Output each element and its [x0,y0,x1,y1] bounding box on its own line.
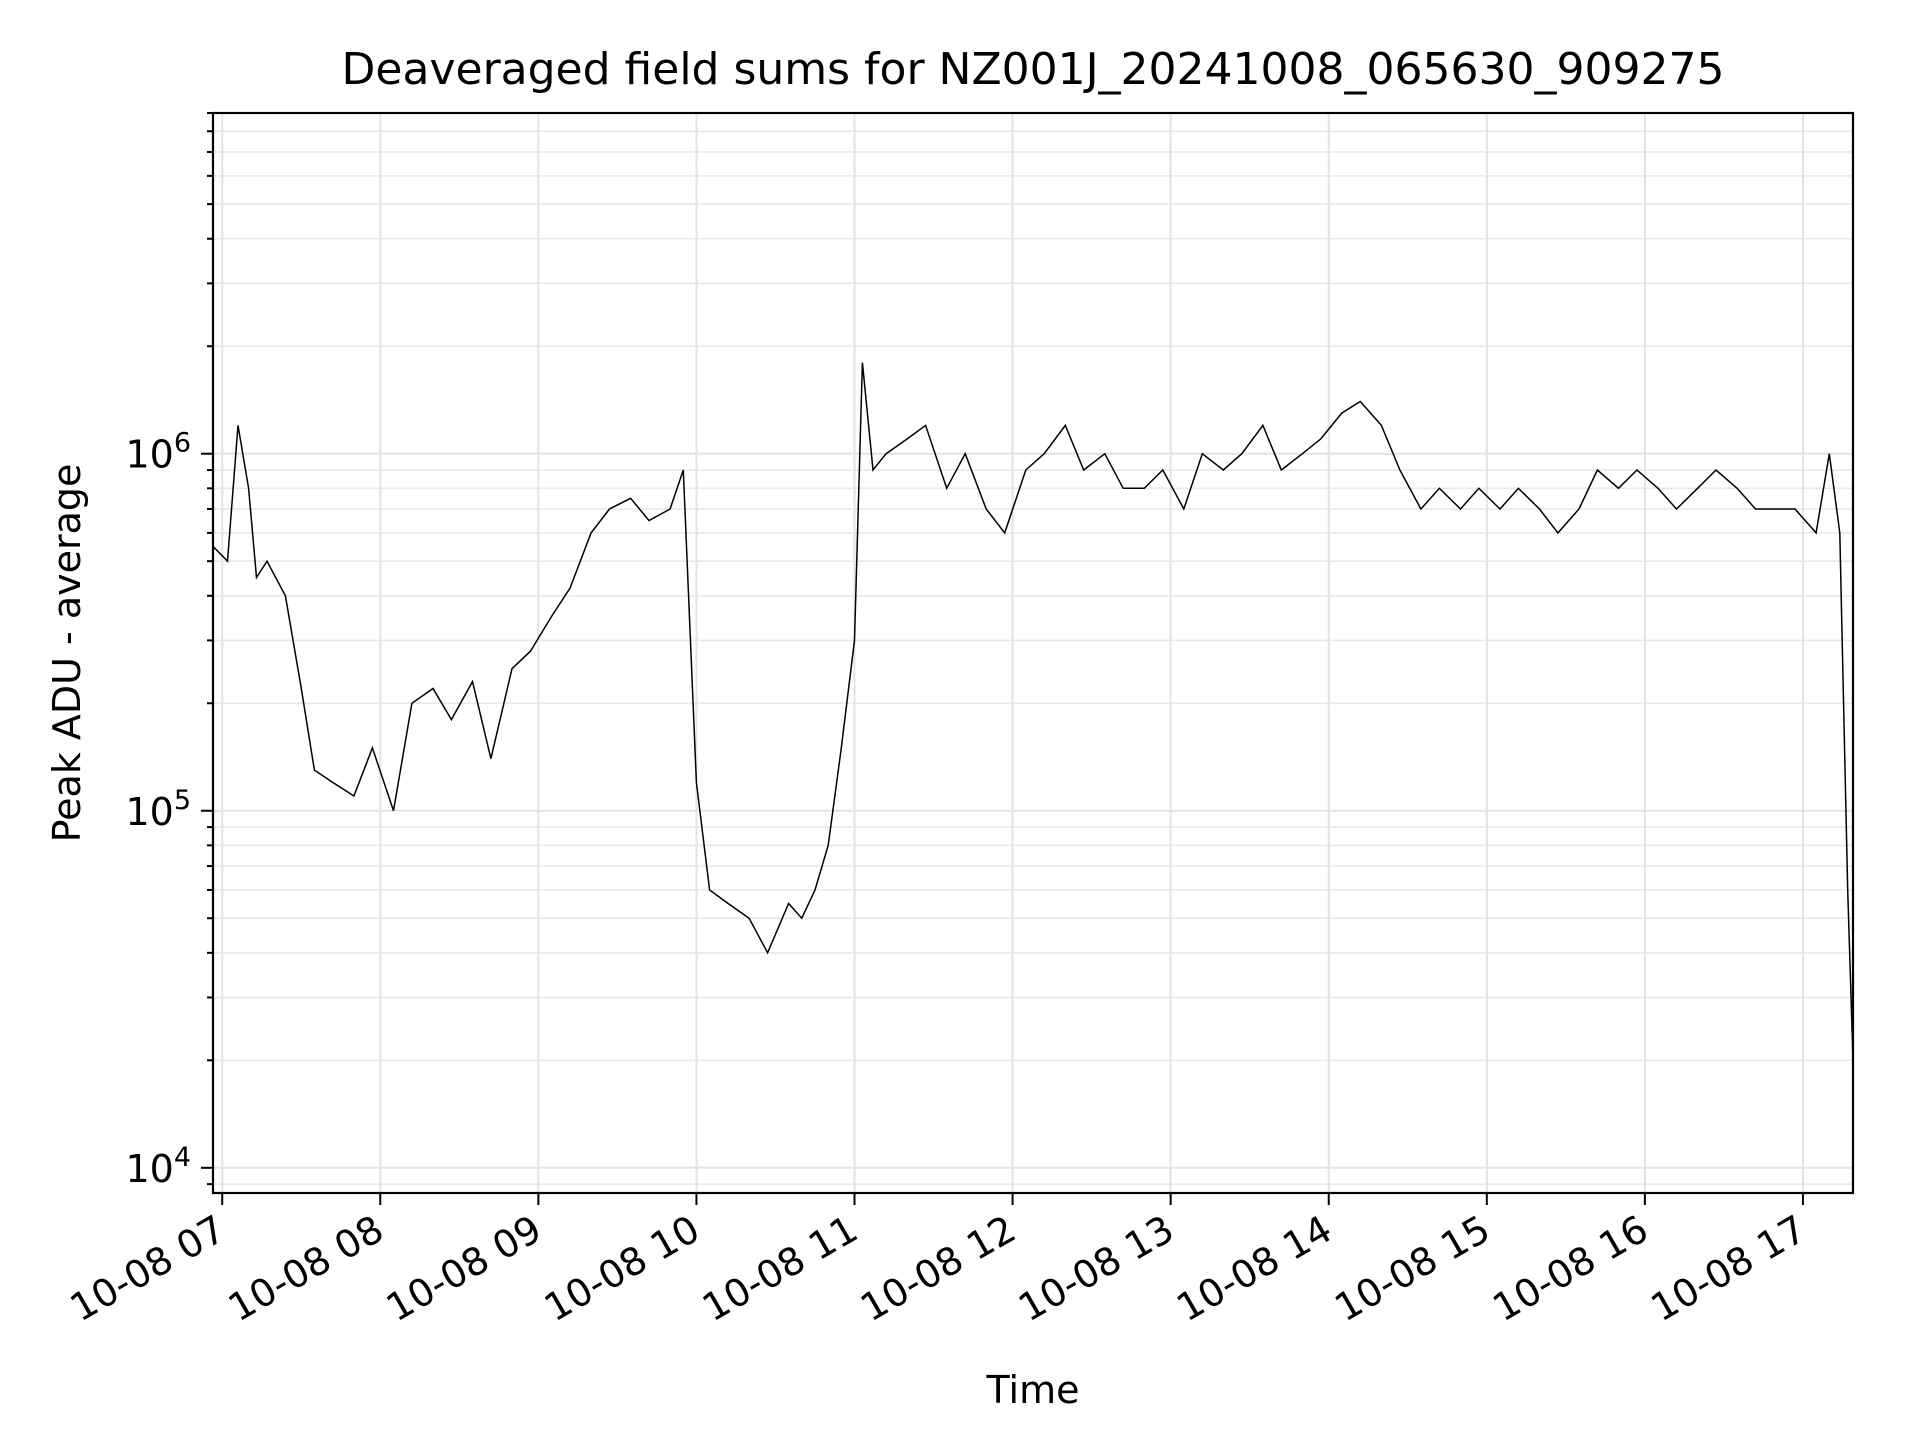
plot-frame [211,111,1855,1195]
x-tick-label: 10-08 07 [63,1207,233,1331]
y-axis-label: Peak ADU - average [45,464,89,843]
x-tick-label: 10-08 14 [1169,1207,1339,1331]
x-tick-label: 10-08 12 [853,1207,1023,1331]
series-layer [212,362,1854,1061]
x-tick-label: 10-08 17 [1643,1207,1813,1331]
y-tick-label: 104 [125,1142,191,1191]
y-tick-label: 106 [125,428,191,477]
x-axis-label: Time [986,1368,1080,1412]
y-axis: 104 105 106 [125,112,213,1191]
y-tick-label: 105 [125,785,191,834]
x-tick-label: 10-08 09 [379,1207,549,1331]
chart-title: Deaveraged field sums for NZ001J_2024100… [342,44,1725,95]
x-tick-label: 10-08 08 [221,1207,391,1331]
x-tick-label: 10-08 15 [1327,1207,1497,1331]
x-tick-label: 10-08 11 [695,1207,865,1331]
grid [213,112,1853,1193]
x-tick-label: 10-08 16 [1485,1207,1655,1331]
x-tick-label: 10-08 10 [537,1207,707,1331]
series-line-0 [212,362,1854,1061]
x-tick-label: 10-08 13 [1011,1207,1181,1331]
